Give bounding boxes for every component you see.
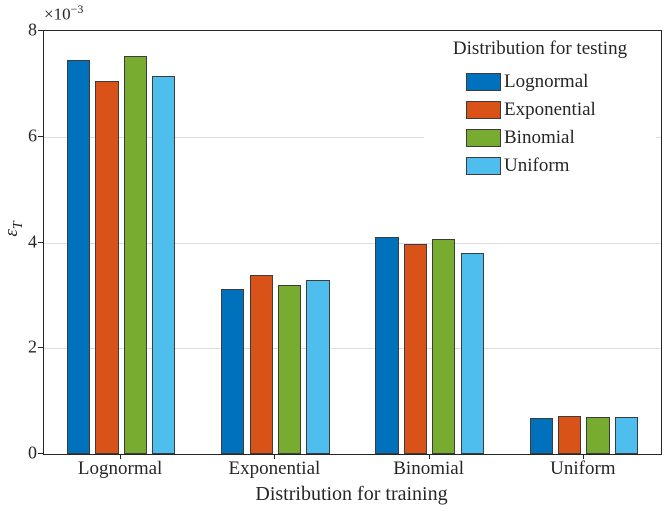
bar-lognormal-lognormal bbox=[66, 60, 91, 454]
bar-binomial-binomial bbox=[432, 238, 456, 454]
y-tick-label: 8 bbox=[28, 19, 37, 40]
legend-swatch-lognormal bbox=[466, 72, 501, 91]
y-tick-mark bbox=[38, 136, 43, 137]
legend-swatch-exponential bbox=[466, 100, 501, 119]
y-tick-label: 4 bbox=[28, 231, 37, 252]
legend: Distribution for testing Lognormal Expone… bbox=[424, 38, 656, 184]
bar-exponential-uniform bbox=[306, 279, 330, 454]
y-tick-label: 6 bbox=[28, 125, 37, 146]
y-axis-label-subscript: T bbox=[10, 221, 26, 230]
y-axis-multiplier: ×10−3 bbox=[44, 2, 84, 24]
legend-item-exponential: Exponential bbox=[424, 96, 656, 124]
x-tick-label: Uniform bbox=[550, 458, 616, 479]
legend-item-lognormal: Lognormal bbox=[424, 68, 656, 96]
legend-swatch-uniform bbox=[466, 156, 501, 175]
x-axis-label: Distribution for training bbox=[255, 483, 448, 505]
x-tick-mark bbox=[120, 454, 121, 459]
bar-uniform-binomial bbox=[586, 416, 610, 454]
bar-lognormal-exponential bbox=[95, 81, 119, 454]
bar-exponential-exponential bbox=[249, 275, 273, 454]
bar-exponential-lognormal bbox=[221, 289, 245, 454]
x-tick-label: Lognormal bbox=[77, 458, 163, 479]
bar-uniform-exponential bbox=[558, 415, 582, 454]
x-tick-mark bbox=[429, 454, 430, 459]
legend-label: Uniform bbox=[504, 155, 570, 177]
bar-binomial-exponential bbox=[403, 244, 428, 454]
x-tick-label: Binomial bbox=[393, 458, 464, 479]
gridline-y-6 bbox=[44, 137, 661, 138]
y-axis-multiplier-exponent: −3 bbox=[70, 2, 84, 16]
y-tick-label: 0 bbox=[28, 442, 37, 463]
legend-rows: Lognormal Exponential Binomial Uniform bbox=[424, 68, 656, 180]
y-tick-mark bbox=[38, 30, 43, 31]
bar-lognormal-binomial bbox=[123, 56, 147, 454]
gridline-y-2 bbox=[44, 348, 661, 349]
legend-title: Distribution for testing bbox=[452, 38, 628, 59]
y-tick-mark bbox=[38, 347, 43, 348]
bar-uniform-uniform bbox=[614, 416, 639, 454]
legend-swatch-binomial bbox=[466, 128, 501, 147]
bar-lognormal-uniform bbox=[152, 76, 176, 454]
gridline-y-4 bbox=[44, 243, 661, 244]
y-tick-label: 2 bbox=[28, 336, 37, 357]
legend-item-uniform: Uniform bbox=[424, 152, 656, 180]
bar-binomial-uniform bbox=[460, 253, 484, 454]
legend-item-binomial: Binomial bbox=[424, 124, 656, 152]
bar-exponential-binomial bbox=[277, 284, 302, 454]
legend-label: Exponential bbox=[504, 99, 596, 121]
legend-label: Binomial bbox=[504, 127, 575, 149]
x-tick-mark bbox=[583, 454, 584, 459]
x-tick-label: Exponential bbox=[228, 458, 321, 479]
y-axis-multiplier-base: ×10 bbox=[44, 4, 71, 24]
x-tick-mark bbox=[274, 454, 275, 459]
legend-label: Lognormal bbox=[504, 71, 589, 93]
bar-uniform-lognormal bbox=[529, 418, 553, 454]
y-tick-mark bbox=[38, 242, 43, 243]
bar-binomial-lognormal bbox=[375, 237, 399, 454]
y-tick-mark bbox=[38, 453, 43, 454]
